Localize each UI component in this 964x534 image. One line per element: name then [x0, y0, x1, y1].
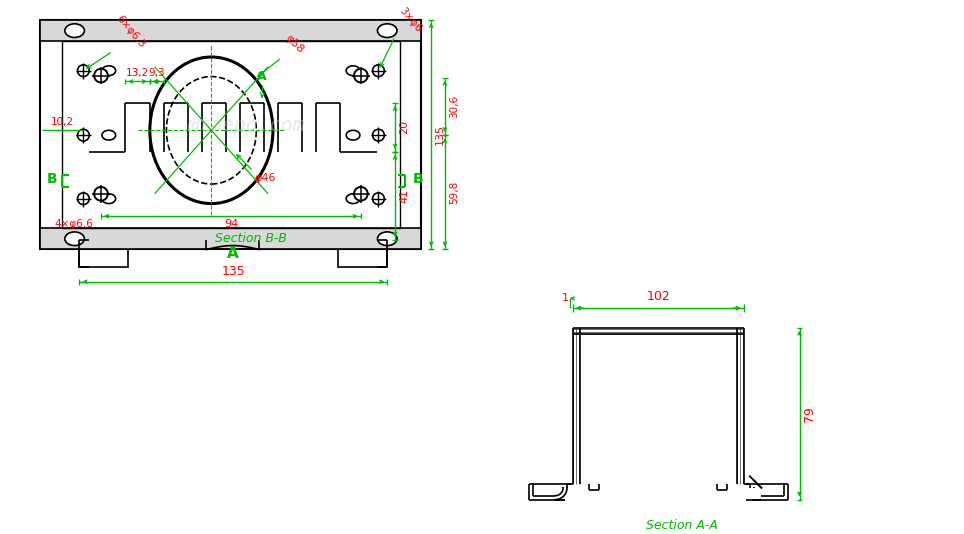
Circle shape — [77, 129, 90, 141]
Text: 6×φ6.3: 6×φ6.3 — [115, 14, 147, 50]
Bar — [90, 152, 378, 240]
Ellipse shape — [65, 24, 85, 37]
Bar — [79, 240, 128, 267]
Circle shape — [354, 69, 367, 82]
Text: 79: 79 — [803, 406, 817, 421]
Ellipse shape — [102, 130, 116, 140]
Circle shape — [77, 65, 90, 76]
Ellipse shape — [102, 194, 116, 203]
Ellipse shape — [346, 66, 360, 76]
Circle shape — [372, 65, 385, 76]
Ellipse shape — [149, 57, 273, 203]
Text: 59,8: 59,8 — [449, 180, 459, 204]
Text: 102: 102 — [647, 290, 670, 303]
Text: 9,3: 9,3 — [148, 67, 165, 77]
Text: Section A-A: Section A-A — [646, 519, 718, 532]
Bar — [208, 125, 219, 142]
Text: 135: 135 — [435, 124, 445, 145]
Bar — [323, 125, 334, 142]
Circle shape — [354, 187, 367, 201]
Bar — [40, 20, 421, 249]
Text: 13,2: 13,2 — [126, 67, 149, 77]
Ellipse shape — [346, 130, 360, 140]
Text: 41: 41 — [399, 189, 409, 203]
Bar — [132, 125, 143, 142]
Text: B: B — [46, 172, 57, 186]
Ellipse shape — [378, 24, 397, 37]
Text: 4×φ6.6: 4×φ6.6 — [54, 219, 94, 229]
Bar — [40, 20, 421, 42]
Bar — [338, 240, 388, 267]
Text: A: A — [227, 246, 239, 261]
Text: 94: 94 — [224, 219, 238, 229]
Text: B: B — [413, 172, 423, 186]
Bar — [171, 125, 181, 142]
Text: A: A — [257, 70, 267, 83]
Text: 20: 20 — [399, 120, 409, 135]
Text: 135: 135 — [222, 265, 245, 278]
Bar — [62, 42, 400, 228]
Text: φ58: φ58 — [283, 33, 306, 56]
Circle shape — [94, 69, 108, 82]
Bar — [284, 125, 295, 142]
Text: Section B-B: Section B-B — [215, 232, 286, 245]
Circle shape — [372, 193, 385, 205]
Circle shape — [94, 187, 108, 201]
Ellipse shape — [378, 232, 397, 246]
Text: @taepo.com: @taepo.com — [187, 116, 305, 135]
Text: 3×φ6: 3×φ6 — [397, 6, 423, 35]
Bar — [40, 228, 421, 249]
Text: 30,6: 30,6 — [449, 95, 459, 118]
Circle shape — [77, 193, 90, 205]
Circle shape — [372, 129, 385, 141]
Bar — [247, 125, 257, 142]
Text: 10,2: 10,2 — [50, 117, 73, 128]
Text: 1: 1 — [562, 293, 569, 303]
Text: φ46: φ46 — [254, 173, 276, 183]
Ellipse shape — [346, 194, 360, 203]
Ellipse shape — [167, 76, 256, 184]
Ellipse shape — [65, 232, 85, 246]
Ellipse shape — [102, 66, 116, 76]
